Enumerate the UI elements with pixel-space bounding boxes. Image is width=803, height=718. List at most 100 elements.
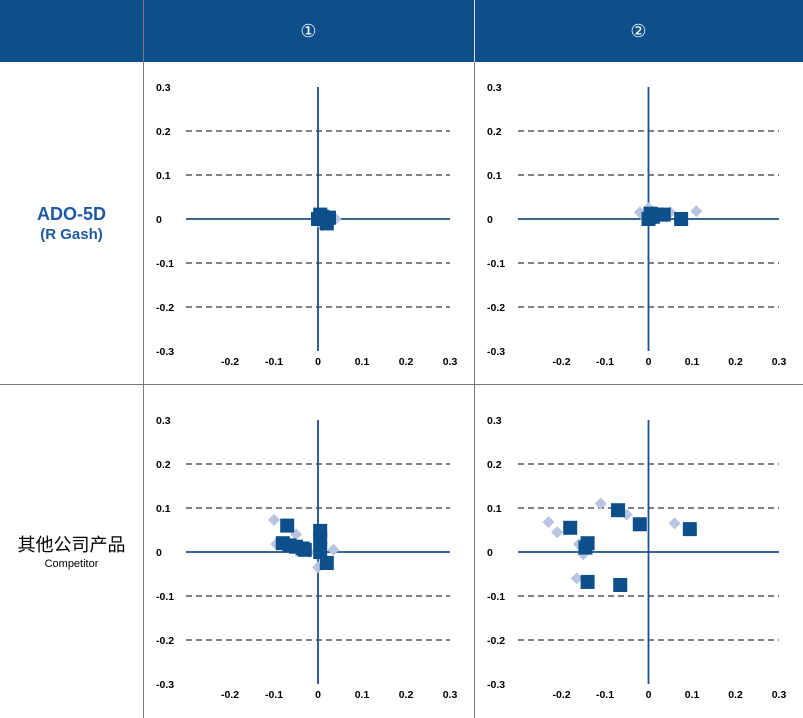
square-point bbox=[656, 207, 671, 222]
column-header-1-label: ① bbox=[300, 20, 317, 41]
x-tick-label: 0 bbox=[315, 356, 321, 368]
x-tick-label: -0.1 bbox=[265, 356, 283, 368]
y-tick-label: 0 bbox=[487, 547, 493, 559]
row-label-1: ADO-5D (R Gash) bbox=[0, 62, 143, 384]
diamond-point bbox=[594, 497, 607, 510]
row-label-2-sub: Competitor bbox=[44, 557, 99, 570]
square-point bbox=[563, 520, 578, 535]
plot-layer: 0.3 0.2 0.1 0 -0.1 -0.2 -0.3 -0.2 -0.1 0 0.1 0.2 0.3 bbox=[156, 82, 457, 368]
y-tick-label: -0.3 bbox=[487, 346, 505, 358]
y-tick-label: 0.1 bbox=[487, 503, 502, 515]
x-tick-label: -0.2 bbox=[221, 689, 239, 701]
column-header-2-label: ② bbox=[630, 20, 647, 41]
square-point bbox=[643, 206, 658, 221]
y-tick-label: -0.1 bbox=[156, 258, 174, 270]
x-tick-label: 0.3 bbox=[772, 356, 787, 368]
plot-layer: 0.3 0.2 0.1 0 -0.1 -0.2 -0.3 -0.2 -0.1 0 0.1 0.2 0.3 bbox=[487, 82, 786, 368]
y-tick-label: -0.2 bbox=[487, 635, 505, 647]
diamond-point bbox=[542, 516, 555, 529]
x-tick-label: 0.1 bbox=[685, 689, 700, 701]
y-tick-label: 0.2 bbox=[487, 126, 502, 138]
plot-layer: 0.3 0.2 0.1 0 -0.1 -0.2 -0.3 -0.2 -0.1 0 0.1 0.2 0.3 bbox=[156, 415, 457, 701]
diamond-point bbox=[551, 526, 564, 539]
y-tick-label: -0.3 bbox=[487, 679, 505, 691]
x-tick-label: 0.1 bbox=[685, 356, 700, 368]
column-header-1: ① bbox=[143, 0, 474, 62]
square-point bbox=[580, 574, 595, 589]
x-tick-label: -0.2 bbox=[552, 356, 570, 368]
square-point bbox=[674, 212, 689, 226]
x-tick-label: 0.2 bbox=[399, 356, 414, 368]
square-point bbox=[682, 522, 697, 537]
x-tick-label: -0.1 bbox=[596, 689, 614, 701]
scatter-plot-row2-col1: 0.3 0.2 0.1 0 -0.1 -0.2 -0.3 -0.2 -0.1 0 0.1 0.2 0.3 bbox=[156, 415, 457, 701]
x-tick-label: 0.3 bbox=[772, 689, 787, 701]
square-point bbox=[322, 210, 336, 225]
diamond-point bbox=[327, 543, 340, 556]
x-tick-label: 0.3 bbox=[443, 689, 458, 701]
square-point bbox=[319, 556, 334, 570]
plot-layer: 0.3 0.2 0.1 0 -0.1 -0.2 -0.3 -0.2 -0.1 0 0.1 0.2 0.3 bbox=[487, 415, 786, 701]
scatter-plot-row1-col1: 0.3 0.2 0.1 0 -0.1 -0.2 -0.3 -0.2 -0.1 0 0.1 0.2 0.3 bbox=[156, 82, 457, 368]
square-point bbox=[632, 517, 647, 532]
y-tick-label: -0.2 bbox=[487, 302, 505, 314]
row-label-2: 其他公司产品 Competitor bbox=[0, 385, 143, 718]
y-tick-label: 0.1 bbox=[156, 170, 171, 182]
y-tick-label: -0.3 bbox=[156, 679, 174, 691]
y-tick-label: 0.2 bbox=[487, 459, 502, 471]
square-point bbox=[313, 545, 328, 559]
x-tick-label: 0 bbox=[646, 356, 652, 368]
y-tick-label: 0.3 bbox=[156, 415, 171, 427]
x-tick-label: 0.1 bbox=[355, 356, 370, 368]
x-tick-label: 0.2 bbox=[728, 689, 743, 701]
x-tick-label: -0.2 bbox=[552, 689, 570, 701]
x-tick-label: 0.1 bbox=[355, 689, 370, 701]
y-tick-label: 0 bbox=[156, 214, 162, 226]
diamond-point bbox=[620, 508, 633, 521]
column-header-2: ② bbox=[474, 0, 803, 62]
x-tick-label: 0.2 bbox=[728, 356, 743, 368]
divider bbox=[143, 0, 144, 718]
diamond-point bbox=[570, 572, 583, 585]
y-tick-label: 0 bbox=[156, 547, 162, 559]
square-point bbox=[613, 578, 628, 592]
y-tick-label: 0 bbox=[487, 214, 493, 226]
x-tick-label: 0.2 bbox=[399, 689, 414, 701]
row-label-2-main: 其他公司产品 bbox=[17, 534, 126, 555]
x-tick-label: -0.1 bbox=[596, 356, 614, 368]
y-tick-label: 0.1 bbox=[487, 170, 502, 182]
scatter-plot-row1-col2: 0.3 0.2 0.1 0 -0.1 -0.2 -0.3 -0.2 -0.1 0 0.1 0.2 0.3 bbox=[487, 82, 786, 368]
divider bbox=[474, 62, 475, 718]
y-tick-label: -0.1 bbox=[156, 591, 174, 603]
y-tick-label: 0.1 bbox=[156, 503, 171, 515]
x-tick-label: -0.1 bbox=[265, 689, 283, 701]
diamond-point bbox=[268, 513, 280, 526]
square-point bbox=[297, 542, 312, 557]
y-tick-label: 0.3 bbox=[156, 82, 171, 94]
y-tick-label: -0.1 bbox=[487, 591, 505, 603]
diamond-point bbox=[668, 517, 681, 530]
y-tick-label: 0.3 bbox=[487, 415, 502, 427]
diamond-point bbox=[690, 205, 703, 218]
header-corner bbox=[0, 0, 143, 62]
y-tick-label: 0.3 bbox=[487, 82, 502, 94]
square-point bbox=[611, 503, 626, 518]
y-tick-label: -0.2 bbox=[156, 635, 174, 647]
y-tick-label: -0.3 bbox=[156, 346, 174, 358]
y-tick-label: 0.2 bbox=[156, 459, 171, 471]
x-tick-label: 0 bbox=[646, 689, 652, 701]
row-label-1-main: ADO-5D bbox=[36, 203, 106, 224]
y-tick-label: 0.2 bbox=[156, 126, 171, 138]
y-tick-label: -0.1 bbox=[487, 258, 505, 270]
x-tick-label: -0.2 bbox=[221, 356, 239, 368]
x-tick-label: 0 bbox=[315, 689, 321, 701]
square-point bbox=[280, 518, 295, 533]
scatter-plot-row2-col2: 0.3 0.2 0.1 0 -0.1 -0.2 -0.3 -0.2 -0.1 0 0.1 0.2 0.3 bbox=[487, 415, 786, 701]
y-tick-label: -0.2 bbox=[156, 302, 174, 314]
square-point bbox=[313, 531, 328, 546]
square-point bbox=[578, 540, 593, 555]
row-label-1-sub: (R Gash) bbox=[40, 225, 103, 243]
divider bbox=[0, 384, 803, 385]
x-tick-label: 0.3 bbox=[443, 356, 458, 368]
